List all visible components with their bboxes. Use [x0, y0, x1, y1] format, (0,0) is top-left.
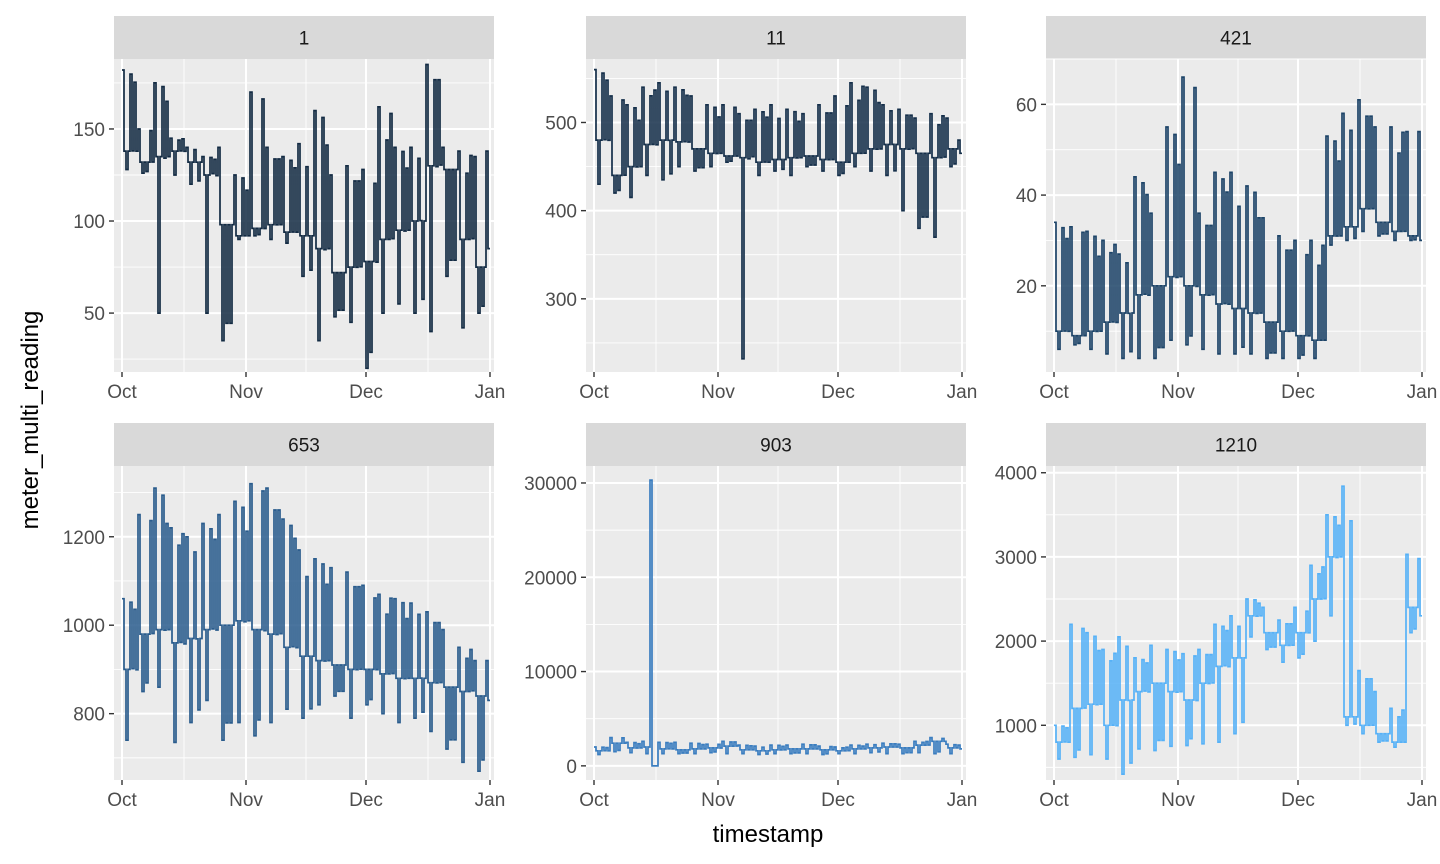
series-line	[122, 482, 490, 773]
panel-title: 653	[288, 436, 320, 457]
y-tick-label: 0	[566, 757, 577, 778]
panel-strip	[586, 423, 966, 466]
y-axis-title: meter_multi_reading	[17, 311, 44, 530]
x-tick-label: Jan	[475, 790, 506, 811]
y-tick-label: 20	[1016, 277, 1037, 298]
y-tick-label: 800	[73, 705, 105, 726]
panel-title: 11	[766, 29, 786, 50]
x-tick-label: Dec	[1281, 790, 1315, 811]
panel-background	[114, 59, 494, 372]
x-tick-label: Oct	[579, 382, 609, 403]
panel-strip	[1046, 423, 1426, 466]
series-line	[1054, 76, 1422, 360]
x-tick-label: Oct	[107, 382, 137, 403]
x-tick-label: Oct	[1039, 382, 1069, 403]
x-tick-label: Jan	[947, 790, 978, 811]
panel-strip	[114, 423, 494, 466]
panel-strip	[114, 16, 494, 59]
y-tick-label: 30000	[524, 474, 577, 495]
y-tick-label: 150	[73, 120, 105, 141]
x-tick-label: Jan	[475, 382, 506, 403]
panel-11: 11 Oct Nov Dec Jan 300 400 500	[545, 16, 977, 403]
panel-strip	[586, 16, 966, 59]
series-line	[594, 68, 962, 360]
y-tick-label: 3000	[995, 548, 1037, 569]
y-tick-label: 1000	[63, 616, 105, 637]
x-tick-label: Oct	[579, 790, 609, 811]
y-tick-label: 1000	[995, 716, 1037, 737]
x-tick-label: Oct	[1039, 790, 1069, 811]
y-tick-label: 1200	[63, 528, 105, 549]
x-tick-label: Jan	[1407, 382, 1438, 403]
y-tick-label: 10000	[524, 663, 577, 684]
panel-421: 421 Oct Nov Dec Jan 20 40 60	[1016, 16, 1437, 403]
x-tick-label: Dec	[821, 382, 855, 403]
x-axis-title: timestamp	[713, 821, 824, 848]
x-tick-label: Nov	[229, 790, 263, 811]
series-line	[122, 63, 490, 370]
panel-1210: 1210 Oct Nov Dec Jan 1000 2000 3000 4000	[995, 423, 1438, 811]
y-tick-label: 2000	[995, 632, 1037, 653]
panel-background	[114, 466, 494, 780]
y-tick-label: 500	[545, 113, 577, 134]
y-tick-label: 4000	[995, 464, 1037, 485]
panel-background	[586, 466, 966, 780]
panel-title: 903	[760, 436, 792, 457]
x-tick-label: Dec	[349, 790, 383, 811]
panels: 1 Oct Nov Dec Jan 50 100 150 11 Oct Nov Dec Jan 300 40…	[63, 16, 1438, 811]
y-tick-label: 400	[545, 202, 577, 223]
y-tick-label: 50	[84, 304, 105, 325]
x-tick-label: Dec	[1281, 382, 1315, 403]
x-tick-label: Oct	[107, 790, 137, 811]
panel-title: 421	[1220, 29, 1252, 50]
y-tick-label: 60	[1016, 95, 1037, 116]
x-tick-label: Nov	[1161, 790, 1195, 811]
y-tick-label: 300	[545, 290, 577, 311]
x-tick-label: Jan	[1407, 790, 1438, 811]
panel-title: 1210	[1215, 436, 1257, 457]
x-tick-label: Dec	[349, 382, 383, 403]
y-tick-label: 40	[1016, 186, 1037, 207]
panel-1: 1 Oct Nov Dec Jan 50 100 150	[73, 16, 505, 403]
x-tick-label: Nov	[1161, 382, 1195, 403]
panel-strip	[1046, 16, 1426, 59]
panel-903: 903 Oct Nov Dec Jan 0 10000 20000 30000	[524, 423, 977, 811]
series-line	[594, 479, 962, 767]
panel-653: 653 Oct Nov Dec Jan 800 1000 1200	[63, 423, 506, 811]
x-tick-label: Nov	[229, 382, 263, 403]
panel-background	[586, 59, 966, 372]
y-tick-label: 20000	[524, 568, 577, 589]
x-tick-label: Jan	[947, 382, 978, 403]
x-tick-label: Dec	[821, 790, 855, 811]
x-tick-label: Nov	[701, 790, 735, 811]
x-tick-label: Nov	[701, 382, 735, 403]
series-line	[1054, 485, 1422, 775]
y-tick-label: 100	[73, 212, 105, 233]
panel-title: 1	[299, 29, 310, 50]
